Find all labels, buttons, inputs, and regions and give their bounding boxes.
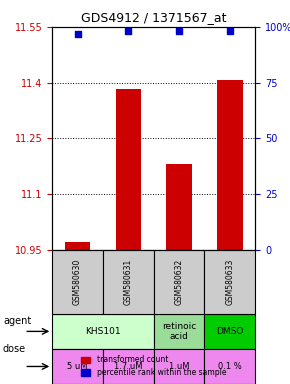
Bar [166,164,192,250]
Text: KHS101: KHS101 [85,327,121,336]
Text: 1.7 uM: 1.7 uM [114,362,143,371]
Title: GDS4912 / 1371567_at: GDS4912 / 1371567_at [81,11,226,24]
FancyBboxPatch shape [204,250,255,314]
Point [75,30,80,36]
Text: GSM580633: GSM580633 [225,259,234,305]
FancyBboxPatch shape [154,250,204,314]
Text: agent: agent [3,316,31,326]
Text: 0.1 %: 0.1 % [218,362,242,371]
Point [227,28,232,35]
Text: dose: dose [3,344,26,354]
Text: DMSO: DMSO [216,327,244,336]
Bar [116,89,141,250]
FancyBboxPatch shape [52,250,103,314]
Text: 1 uM: 1 uM [169,362,189,371]
Bar [65,242,90,250]
Text: 5 uM: 5 uM [67,362,88,371]
Point [126,28,130,35]
FancyBboxPatch shape [154,349,204,384]
Bar [217,80,242,250]
FancyBboxPatch shape [52,349,103,384]
Legend: transformed count, percentile rank within the sample: transformed count, percentile rank withi… [78,352,229,380]
Text: retinoic
acid: retinoic acid [162,322,196,341]
FancyBboxPatch shape [52,314,154,349]
FancyBboxPatch shape [103,349,154,384]
Text: GSM580630: GSM580630 [73,259,82,305]
Text: GSM580631: GSM580631 [124,259,133,305]
FancyBboxPatch shape [204,314,255,349]
FancyBboxPatch shape [103,250,154,314]
FancyBboxPatch shape [154,314,204,349]
Point [177,28,182,35]
Text: GSM580632: GSM580632 [175,259,184,305]
FancyBboxPatch shape [204,349,255,384]
